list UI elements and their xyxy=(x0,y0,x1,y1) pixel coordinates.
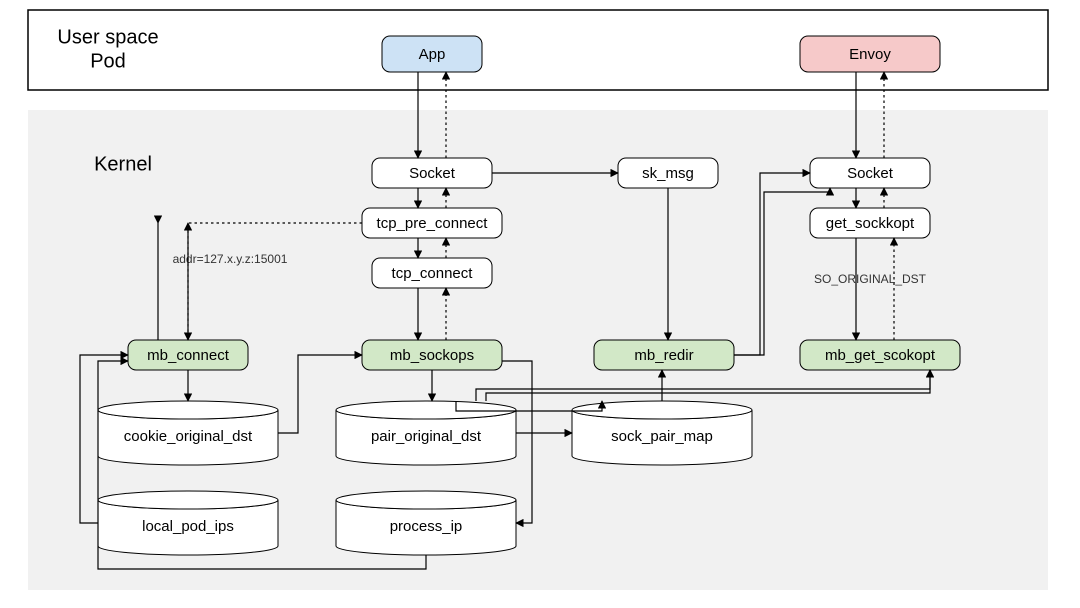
addr-label: addr=127.x.y.z:15001 xyxy=(173,252,288,266)
local_pod-top xyxy=(98,491,278,509)
cookie_dst-label: cookie_original_dst xyxy=(124,428,253,445)
local_pod-label: local_pod_ips xyxy=(142,518,234,535)
pair_dst-label: pair_original_dst xyxy=(371,428,482,445)
mb_get_sock-label: mb_get_scokopt xyxy=(825,347,936,364)
socket1-label: Socket xyxy=(409,165,456,182)
mb_sockops-label: mb_sockops xyxy=(390,347,474,364)
process_ip-label: process_ip xyxy=(390,518,463,535)
user-space-title: User space xyxy=(57,26,158,48)
kernel-title: Kernel xyxy=(94,153,152,175)
tcp_conn-label: tcp_connect xyxy=(392,265,474,282)
sock_map-top xyxy=(572,401,752,419)
so_original_dst-label: SO_ORIGINAL_DST xyxy=(814,272,927,286)
mb_connect-label: mb_connect xyxy=(147,347,230,364)
pod-title: Pod xyxy=(90,50,126,72)
get_sockopt-label: get_sockkopt xyxy=(826,215,915,232)
diagram: User spacePod Kernel App Envoy Socket sk_msg S… xyxy=(0,0,1080,608)
mb_redir-label: mb_redir xyxy=(634,347,693,364)
sock_map-label: sock_pair_map xyxy=(611,428,713,445)
pair_dst-top xyxy=(336,401,516,419)
cookie_dst-top xyxy=(98,401,278,419)
app-label: App xyxy=(419,46,446,63)
process_ip-top xyxy=(336,491,516,509)
tcp_pre-label: tcp_pre_connect xyxy=(377,215,489,232)
socket2-label: Socket xyxy=(847,165,894,182)
sk_msg-label: sk_msg xyxy=(642,165,694,182)
envoy-label: Envoy xyxy=(849,46,891,63)
